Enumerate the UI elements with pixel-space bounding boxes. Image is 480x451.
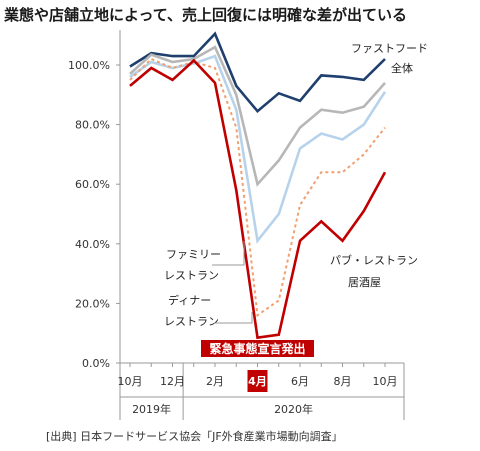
leader-dinner (214, 312, 253, 324)
label-family-line1: ファミリー (166, 248, 221, 261)
chart-title: 業態や店舗立地によって、売上回復には明確な差が出ている (3, 6, 407, 24)
label-fastfood: ファストフード (351, 42, 428, 55)
x-tick-label: 10月 (373, 375, 398, 388)
year-label: 2019年 (132, 402, 171, 416)
x-tick-label: 12月 (160, 375, 185, 388)
x-axis: 10月 12月 2月 4月 6月 8月 10月 2019年 2020年 (118, 362, 405, 420)
label-pub-line2: 居酒屋 (348, 276, 381, 289)
label-pub-line1: パブ・レストラン (330, 253, 418, 267)
y-tick-label: 60.0% (75, 178, 110, 191)
y-tick-label: 100.0% (68, 59, 110, 72)
series-line-0 (129, 31, 386, 114)
x-tick-label: 8月 (334, 375, 352, 388)
y-tick-label: 20.0% (75, 297, 110, 310)
y-tick-label: 80.0% (75, 119, 110, 132)
source-note: [出典] 日本フードサービス協会「JF外食産業市場動向調査」 (46, 429, 343, 443)
y-tick-label: 40.0% (75, 238, 110, 251)
x-tick-label: 2月 (206, 375, 224, 388)
y-tick-label: 0.0% (82, 357, 110, 370)
label-family-line2: レストラン (164, 269, 219, 282)
event-banner (201, 340, 314, 357)
x-tick-label: 6月 (291, 375, 309, 388)
event-label: 緊急事態宣言発出 (209, 341, 305, 356)
highlight-month-box (247, 370, 268, 392)
x-tick-label: 10月 (118, 375, 143, 388)
y-axis: 0.0% 20.0% 40.0% 60.0% 80.0% 100.0% (68, 30, 121, 370)
series-line-3 (129, 57, 386, 318)
year-label: 2020年 (274, 402, 313, 416)
label-dinner-line2: レストラン (164, 315, 219, 328)
leader-family (212, 241, 245, 266)
label-total: 全体 (391, 61, 413, 75)
x-tick-label-highlight: 4月 (248, 375, 267, 388)
label-dinner-line1: ディナー (168, 293, 211, 307)
series-line-4 (129, 58, 387, 340)
series-lines (129, 31, 387, 340)
series-line-2 (129, 54, 387, 244)
series-line-1 (129, 45, 386, 187)
